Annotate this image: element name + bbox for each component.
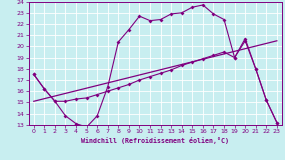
X-axis label: Windchill (Refroidissement éolien,°C): Windchill (Refroidissement éolien,°C) — [81, 137, 229, 144]
